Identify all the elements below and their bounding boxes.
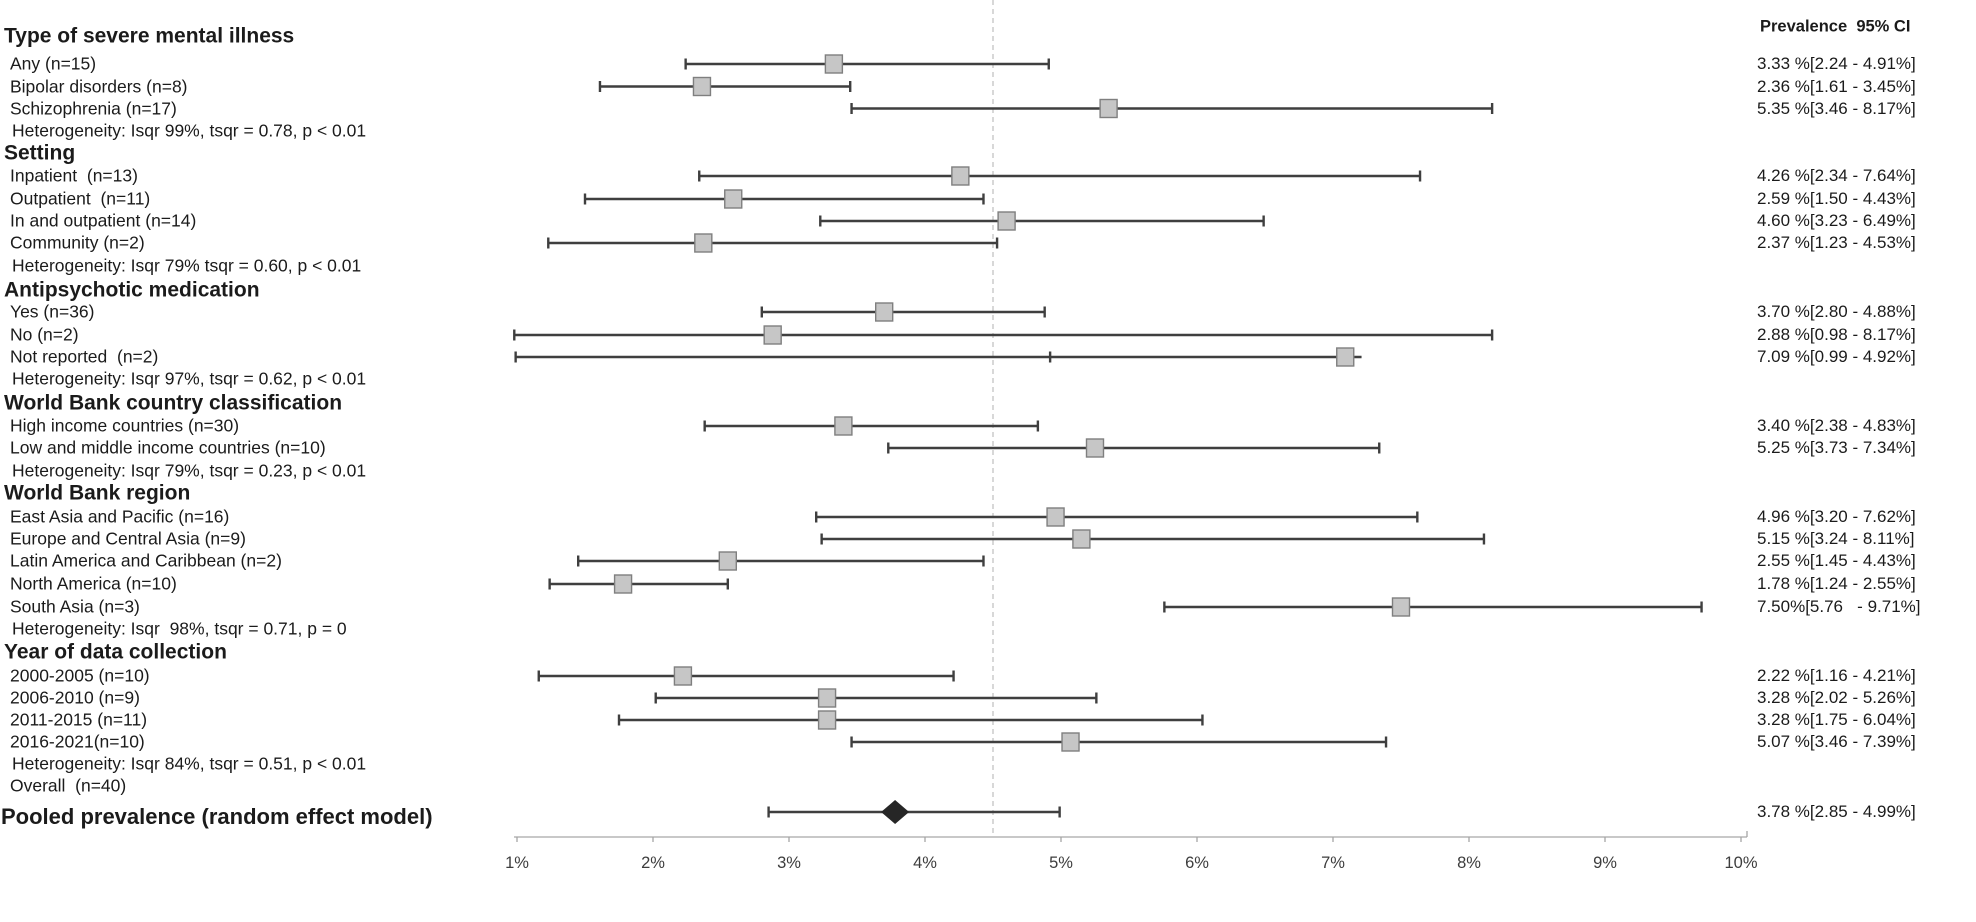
row-value: 4.26 %[2.34 - 7.64%] [1757, 166, 1916, 185]
row-label: World Bank region [4, 481, 191, 505]
row-value: 3.33 %[2.24 - 4.91%] [1757, 54, 1916, 73]
row-label: Pooled prevalence (random effect model) [1, 803, 433, 829]
point-estimate-square [763, 325, 782, 345]
row-label: Bipolar disorders (n=8) [10, 75, 188, 96]
point-estimate-square [1336, 347, 1355, 367]
row-label: Heterogeneity: Isqr 79%, tsqr = 0.23, p … [12, 460, 367, 481]
row-label: Community (n=2) [10, 232, 145, 253]
row-value: 2.37 %[1.23 - 4.53%] [1757, 233, 1916, 252]
row-value: 3.28 %[2.02 - 5.26%] [1757, 688, 1916, 707]
row-label: Not reported (n=2) [10, 346, 159, 367]
row-label: 2016-2021(n=10) [10, 731, 145, 752]
row-value: 4.96 %[3.20 - 7.62%] [1757, 507, 1916, 526]
row-label: Setting [4, 141, 76, 165]
row-label: Type of severe mental illness [4, 24, 295, 48]
point-estimate-square [724, 189, 743, 209]
point-estimate-square [824, 54, 844, 74]
row-label: South Asia (n=3) [10, 596, 140, 617]
x-axis-tick-label: 2% [641, 854, 665, 872]
point-estimate-square [875, 302, 894, 322]
row-value: 7.09 %[0.99 - 4.92%] [1757, 347, 1916, 366]
x-axis-tick-label: 9% [1593, 854, 1617, 872]
point-estimate-square [1061, 732, 1080, 752]
row-label: 2000-2005 (n=10) [10, 665, 150, 686]
row-label: Europe and Central Asia (n=9) [10, 528, 246, 549]
point-estimate-square [1072, 529, 1091, 549]
row-label: North America (n=10) [10, 573, 177, 594]
row-label: Heterogeneity: Isqr 98%, tsqr = 0.71, p … [12, 618, 347, 639]
point-estimate-square [694, 233, 713, 253]
row-label: Year of data collection [4, 640, 227, 664]
row-value: 4.60 %[3.23 - 6.49%] [1757, 211, 1916, 230]
row-label: Heterogeneity: Isqr 97%, tsqr = 0.62, p … [12, 368, 367, 389]
row-value: 1.78 %[1.24 - 2.55%] [1757, 574, 1916, 593]
row-label: Antipsychotic medication [4, 278, 260, 302]
row-value: 3.40 %[2.38 - 4.83%] [1757, 416, 1916, 435]
row-label: Low and middle income countries (n=10) [10, 437, 326, 458]
row-label: World Bank country classification [4, 391, 343, 415]
point-estimate-square [951, 166, 970, 186]
row-label: Schizophrenia (n=17) [10, 97, 177, 118]
row-value: 5.25 %[3.73 - 7.34%] [1757, 438, 1916, 457]
x-axis-tick-label: 6% [1185, 854, 1209, 872]
right-column-header: Prevalence 95% CI [1760, 17, 1911, 36]
row-value: 2.36 %[1.61 - 3.45%] [1757, 76, 1916, 96]
row-label: East Asia and Pacific (n=16) [10, 506, 230, 527]
row-value: 7.50%[5.76 - 9.71%] [1757, 597, 1921, 616]
row-value: 5.15 %[3.24 - 8.11%] [1757, 529, 1915, 548]
row-label: 2006-2010 (n=9) [10, 687, 140, 708]
x-axis-tick-label: 1% [505, 854, 529, 872]
row-value: 2.55 %[1.45 - 4.43%] [1757, 551, 1916, 570]
row-value: 3.28 %[1.75 - 6.04%] [1757, 710, 1916, 729]
row-label: No (n=2) [10, 324, 79, 345]
row-label: Heterogeneity: Isqr 79% tsqr = 0.60, p <… [12, 255, 362, 276]
row-label: Heterogeneity: Isqr 99%, tsqr = 0.78, p … [12, 120, 367, 141]
row-value: 2.22 %[1.16 - 4.21%] [1757, 666, 1916, 685]
point-estimate-square [1046, 507, 1065, 527]
row-label: 2011-2015 (n=11) [10, 709, 148, 730]
row-value: 2.59 %[1.50 - 4.43%] [1757, 189, 1916, 208]
x-axis-tick-label: 10% [1724, 854, 1757, 872]
point-estimate-square [1391, 597, 1411, 617]
point-estimate-square [997, 211, 1016, 231]
point-estimate-square [1099, 98, 1118, 119]
x-axis-tick-label: 3% [777, 854, 801, 872]
point-estimate-square [834, 416, 853, 436]
row-value: 2.88 %[0.98 - 8.17%] [1757, 325, 1916, 344]
row-label: Inpatient (n=13) [10, 165, 138, 186]
row-value: 3.70 %[2.80 - 4.88%] [1757, 302, 1916, 321]
point-estimate-square [1085, 438, 1105, 458]
row-label: Outpatient (n=11) [10, 188, 151, 209]
point-estimate-square [817, 710, 837, 730]
x-axis-tick-label: 7% [1321, 854, 1345, 872]
row-label: Latin America and Caribbean (n=2) [10, 550, 282, 571]
row-value: 5.35 %[3.46 - 8.17%] [1757, 98, 1916, 118]
row-label: Any (n=15) [10, 53, 97, 74]
row-label: In and outpatient (n=14) [10, 210, 197, 231]
row-label: Yes (n=36) [10, 301, 95, 322]
point-estimate-square [613, 574, 633, 594]
point-estimate-square [718, 551, 737, 571]
point-estimate-square [817, 688, 837, 708]
point-estimate-square [673, 666, 693, 686]
x-axis-tick-label: 8% [1457, 854, 1481, 872]
row-label: Overall (n=40) [10, 775, 127, 796]
pooled-diamond [881, 800, 910, 824]
row-label: High income countries (n=30) [10, 415, 240, 436]
row-label: Heterogeneity: Isqr 84%, tsqr = 0.51, p … [12, 753, 367, 774]
x-axis-tick-label: 4% [913, 854, 937, 872]
row-value: 5.07 %[3.46 - 7.39%] [1757, 732, 1916, 751]
point-estimate-square [692, 76, 712, 97]
x-axis-tick-label: 5% [1049, 854, 1073, 872]
row-value: 3.78 %[2.85 - 4.99%] [1757, 802, 1916, 821]
